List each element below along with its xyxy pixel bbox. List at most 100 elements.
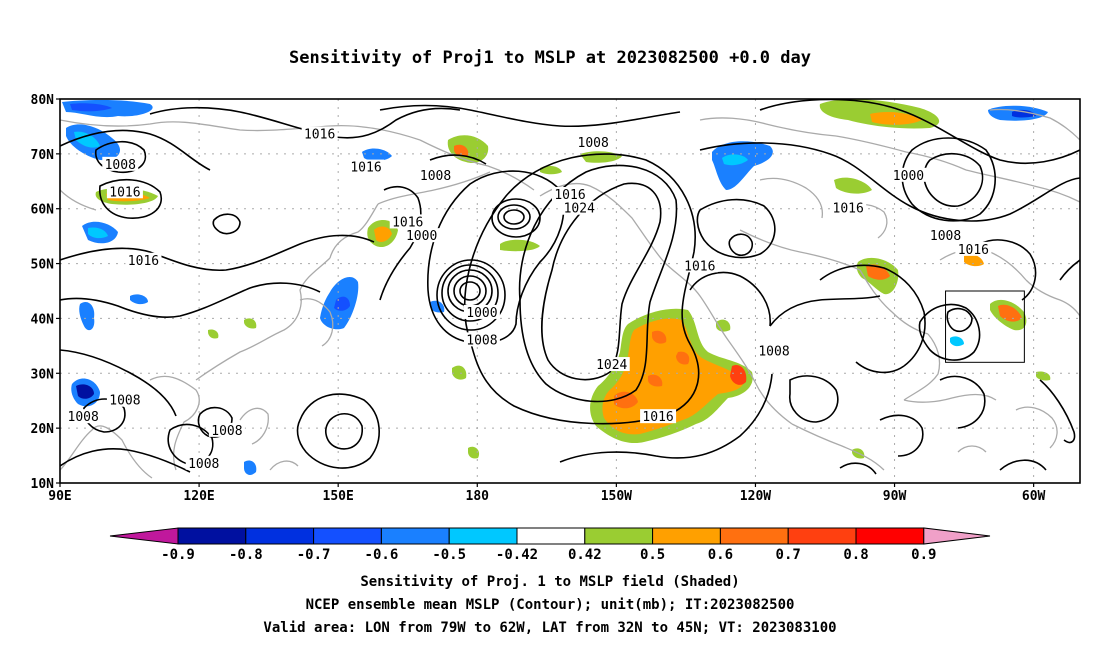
positive-sensitivity-area (452, 365, 467, 380)
contour-label: 1016 (109, 185, 140, 200)
negative-sensitivity-area (722, 154, 748, 166)
contour-label: 1008 (466, 333, 497, 348)
positive-sensitivity-area (244, 318, 257, 329)
lat-tick-label: 40N (31, 312, 55, 327)
contour-label-bg (102, 156, 139, 171)
colorbar-label: 0.8 (843, 547, 868, 563)
colorbar-segment (855, 527, 925, 545)
positive-sensitivity-area (500, 239, 540, 252)
colorbar-segment (787, 527, 857, 545)
valid-area-box (945, 290, 1025, 363)
contour-label-bg (348, 159, 384, 174)
contour-label: 1008 (758, 344, 789, 359)
contour-label: 1008 (188, 457, 219, 472)
positive-sensitivity-area (870, 112, 922, 125)
negative-sensitivity-area (79, 301, 95, 331)
contour-label: 1008 (420, 169, 451, 184)
colorbar-segment (245, 527, 315, 545)
colorbar-segment (584, 527, 654, 545)
colorbar-label: -0.9 (161, 547, 195, 563)
contour-label-bg (830, 200, 867, 215)
lat-tick-label: 20N (31, 422, 55, 437)
contour-label-bg (927, 228, 964, 243)
positive-sensitivity-area (374, 226, 392, 242)
lon-tick-label: 120E (183, 489, 214, 504)
positive-sensitivity-area (540, 165, 562, 175)
negative-sensitivity-area (88, 227, 108, 239)
colorbar-label: -0.42 (496, 547, 538, 563)
contour-label: 1016 (684, 259, 715, 274)
positive-sensitivity-area (964, 254, 984, 267)
negative-sensitivity-area (130, 294, 148, 305)
contour-label-bg (125, 252, 162, 267)
colorbar-label: -0.7 (297, 547, 331, 563)
contour-label: 1024 (596, 358, 627, 373)
contour-label: 1016 (350, 161, 381, 176)
colorbar-label: -0.5 (432, 547, 466, 563)
contour-label-bg (955, 241, 992, 256)
positive-sensitivity-area (614, 391, 638, 409)
lat-tick-label: 80N (31, 93, 55, 108)
contour-label: 1016 (833, 202, 864, 217)
contour-label: 1000 (466, 306, 497, 321)
lon-tick-label: 180 (466, 489, 490, 504)
contour-label-bg (301, 126, 338, 141)
contour-label-bg (681, 258, 718, 273)
mslp-contours (60, 99, 1080, 475)
colorbar-label: 0.9 (911, 547, 936, 563)
contour-label: 1008 (105, 158, 136, 173)
positive-sensitivity-area (602, 318, 744, 435)
contour-label: 1008 (109, 394, 140, 409)
colorbar-segment (448, 527, 518, 545)
contour-label-bg (65, 409, 102, 424)
contour-label: 1016 (958, 243, 989, 258)
negative-sensitivity-area (70, 103, 112, 112)
colorbar-label: 0.7 (776, 547, 801, 563)
positive-sensitivity-area (652, 330, 667, 344)
colorbar-label: 0.6 (708, 547, 733, 563)
caption-line-1: Sensitivity of Proj. 1 to MSLP field (Sh… (360, 574, 740, 590)
contour-label: 1008 (68, 410, 99, 425)
lat-tick-label: 30N (31, 367, 55, 382)
contour-label-bg (890, 167, 927, 182)
lon-tick-label: 90W (883, 489, 907, 504)
positive-sensitivity-area (468, 446, 480, 459)
positive-sensitivity-area (1036, 371, 1051, 381)
negative-sensitivity-area (74, 131, 100, 148)
map-frame (59, 98, 1081, 484)
negative-sensitivity-area (950, 336, 964, 347)
positive-sensitivity-area (208, 329, 219, 339)
colorbar-left-arrow (109, 527, 179, 545)
contour-label: 1024 (564, 202, 595, 217)
color-bar: -0.9 -0.8 -0.7 -0.6 -0.5 -0.42 0.42 0.5 0.6 0.7 0.… (109, 527, 991, 563)
positive-sensitivity-area (648, 374, 663, 387)
colorbar-segment (313, 527, 382, 545)
colorbar-segment (719, 527, 789, 545)
colorbar-segment (652, 527, 721, 545)
positive-sensitivity-area (716, 319, 731, 332)
positive-sensitivity-area (998, 304, 1022, 322)
contour-label-bg (593, 357, 630, 372)
caption-line-3: Valid area: LON from 79W to 62W, LAT fro… (263, 620, 837, 636)
contour-label-bg (106, 392, 143, 407)
contour-label-bg (208, 422, 245, 437)
contour-label: 1000 (893, 169, 924, 184)
contour-label-bg (575, 134, 612, 149)
colorbar-segment (380, 527, 450, 545)
contour-label-bg (640, 409, 677, 424)
contour-label: 1000 (406, 229, 437, 244)
lon-tick-label: 150W (601, 489, 632, 504)
lat-tick-label: 60N (31, 203, 55, 218)
positive-sensitivity-area (676, 351, 690, 365)
lon-tick-label: 90E (48, 489, 71, 504)
contour-label: 1016 (642, 410, 673, 425)
positive-sensitivity-area (834, 177, 872, 194)
lon-tick-label: 60W (1022, 489, 1046, 504)
contour-label-bg (756, 343, 792, 358)
colorbar-label: 0.5 (640, 547, 665, 563)
figure-title: Sensitivity of Proj1 to MSLP at 20230825… (289, 48, 811, 68)
lon-tick-label: 150E (323, 489, 354, 504)
contour-label: 1016 (554, 188, 585, 203)
